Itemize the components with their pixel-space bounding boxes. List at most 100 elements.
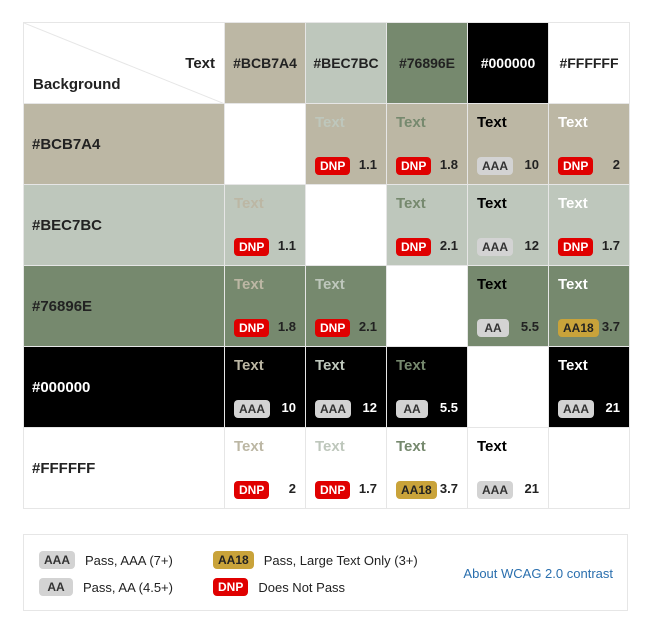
- sample-text: Text: [396, 357, 426, 374]
- rating-badge: DNP: [234, 238, 270, 256]
- sample-text: Text: [558, 195, 588, 212]
- legend-label-aa18: Pass, Large Text Only (3+): [263, 552, 418, 568]
- contrast-cell: Text DNP 2: [548, 103, 630, 185]
- sample-text: Text: [234, 357, 264, 374]
- matrix-row: #FFFFFF Text DNP 2 Text DNP 1.7 Text AA18 3.7 Text…: [23, 427, 630, 509]
- rating-badge: AAA: [477, 481, 513, 499]
- background-axis-label: Background: [33, 76, 121, 93]
- rating-badge: DNP: [234, 481, 270, 499]
- aa-badge: AA: [39, 578, 73, 596]
- rating-badge: DNP: [558, 238, 594, 256]
- sample-text: Text: [558, 357, 588, 374]
- matrix-row: #BCB7A4 Text DNP 1.1 Text DNP 1.8 Text AAA 10 Text…: [23, 103, 630, 185]
- sample-text: Text: [234, 438, 264, 455]
- rating-badge: AA18: [396, 481, 437, 499]
- legend-item-aaa: AAA Pass, AAA (7+): [39, 551, 173, 569]
- contrast-matrix: Text Background #BCB7A4 #BEC7BC #76896E #00…: [23, 22, 630, 509]
- aa18-badge: AA18: [213, 551, 254, 569]
- column-header: #000000: [467, 22, 549, 104]
- empty-cell: [305, 184, 387, 266]
- sample-text: Text: [477, 195, 507, 212]
- legend-label-dnp: Does Not Pass: [258, 579, 346, 595]
- rating-badge: AA: [396, 400, 428, 418]
- sample-text: Text: [396, 114, 426, 131]
- row-header: #76896E: [23, 265, 225, 347]
- contrast-ratio: 2: [612, 157, 620, 172]
- contrast-cell: Text AA18 3.7: [548, 265, 630, 347]
- contrast-ratio: 3.7: [601, 319, 620, 334]
- contrast-cell: Text AA 5.5: [467, 265, 549, 347]
- row-header: #000000: [23, 346, 225, 428]
- contrast-ratio: 21: [524, 481, 539, 496]
- empty-cell: [548, 427, 630, 509]
- rating-badge: DNP: [315, 319, 351, 337]
- column-header: #BEC7BC: [305, 22, 387, 104]
- contrast-ratio: 1.7: [601, 238, 620, 253]
- matrix-body: Text Background #BCB7A4 #BEC7BC #76896E #00…: [23, 22, 630, 509]
- contrast-ratio: 12: [524, 238, 539, 253]
- row-header: #BEC7BC: [23, 184, 225, 266]
- contrast-cell: Text DNP 1.7: [548, 184, 630, 266]
- column-header: #76896E: [386, 22, 468, 104]
- sample-text: Text: [315, 357, 345, 374]
- contrast-cell: Text DNP 1.1: [305, 103, 387, 185]
- rating-badge: AA: [477, 319, 509, 337]
- sample-text: Text: [477, 276, 507, 293]
- contrast-cell: Text DNP 2.1: [305, 265, 387, 347]
- contrast-cell: Text DNP 2.1: [386, 184, 468, 266]
- sample-text: Text: [396, 438, 426, 455]
- contrast-ratio: 12: [362, 400, 377, 415]
- matrix-row: #76896E Text DNP 1.8 Text DNP 2.1 Text AA 5.5 Text…: [23, 265, 630, 347]
- contrast-cell: Text AAA 10: [224, 346, 306, 428]
- rating-badge: DNP: [558, 157, 594, 175]
- about-wcag-link[interactable]: About WCAG 2.0 contrast: [463, 566, 613, 581]
- contrast-ratio: 1.1: [358, 157, 377, 172]
- sample-text: Text: [315, 276, 345, 293]
- legend-item-dnp: DNP Does Not Pass: [213, 578, 345, 596]
- legend-item-aa18: AA18 Pass, Large Text Only (3+): [213, 551, 418, 569]
- rating-badge: DNP: [396, 157, 432, 175]
- sample-text: Text: [558, 114, 588, 131]
- contrast-cell: Text AA18 3.7: [386, 427, 468, 509]
- legend-item-aa: AA Pass, AA (4.5+): [39, 578, 173, 596]
- column-header: #BCB7A4: [224, 22, 306, 104]
- contrast-ratio: 10: [281, 400, 296, 415]
- rating-badge: AAA: [558, 400, 594, 418]
- contrast-ratio: 5.5: [520, 319, 539, 334]
- contrast-ratio: 2: [288, 481, 296, 496]
- dnp-badge: DNP: [213, 578, 249, 596]
- rating-badge: AAA: [477, 157, 513, 175]
- sample-text: Text: [558, 276, 588, 293]
- sample-text: Text: [234, 195, 264, 212]
- sample-text: Text: [477, 114, 507, 131]
- empty-cell: [467, 346, 549, 428]
- rating-badge: AAA: [234, 400, 270, 418]
- contrast-cell: Text AA 5.5: [386, 346, 468, 428]
- contrast-cell: Text AAA 21: [548, 346, 630, 428]
- sample-text: Text: [396, 195, 426, 212]
- corner-diagonal: [24, 23, 225, 104]
- legend-label-aaa: Pass, AAA (7+): [85, 552, 173, 568]
- text-axis-label: Text: [185, 55, 215, 72]
- contrast-cell: Text AAA 10: [467, 103, 549, 185]
- contrast-ratio: 2.1: [358, 319, 377, 334]
- contrast-cell: Text DNP 1.8: [386, 103, 468, 185]
- contrast-ratio: 5.5: [439, 400, 458, 415]
- contrast-ratio: 1.8: [277, 319, 296, 334]
- rating-badge: DNP: [315, 157, 351, 175]
- contrast-ratio: 1.1: [277, 238, 296, 253]
- contrast-ratio: 3.7: [439, 481, 458, 496]
- contrast-cell: Text DNP 1.7: [305, 427, 387, 509]
- rating-badge: DNP: [234, 319, 270, 337]
- rating-badge: DNP: [315, 481, 351, 499]
- contrast-cell: Text DNP 2: [224, 427, 306, 509]
- contrast-cell: Text AAA 12: [305, 346, 387, 428]
- contrast-cell: Text AAA 21: [467, 427, 549, 509]
- matrix-row: #BEC7BC Text DNP 1.1 Text DNP 2.1 Text AAA 12 Text…: [23, 184, 630, 266]
- rating-badge: AAA: [315, 400, 351, 418]
- contrast-ratio: 1.7: [358, 481, 377, 496]
- contrast-ratio: 2.1: [439, 238, 458, 253]
- rating-badge: AAA: [477, 238, 513, 256]
- rating-badge: DNP: [396, 238, 432, 256]
- sample-text: Text: [477, 438, 507, 455]
